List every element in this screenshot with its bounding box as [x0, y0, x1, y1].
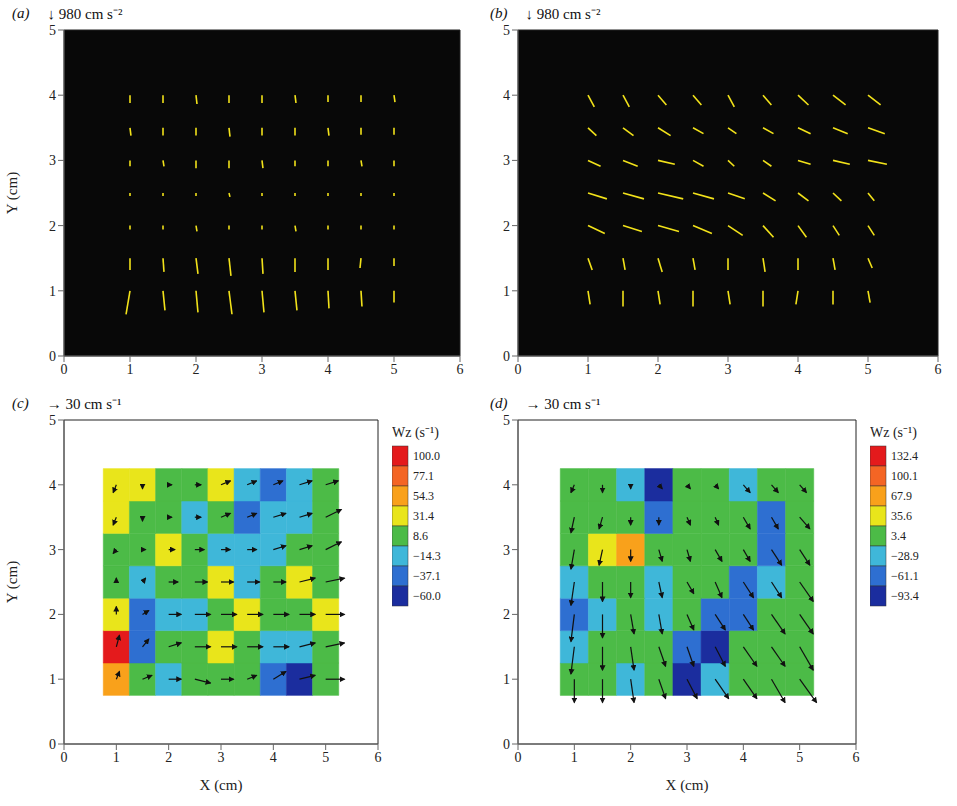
html-text:→ 30 cm s⁻¹: → 30 cm s⁻¹: [46, 396, 122, 412]
svg-text:4: 4: [740, 750, 747, 765]
svg-text:35.6: 35.6: [891, 509, 912, 523]
svg-text:8.6: 8.6: [413, 529, 428, 543]
svg-text:Wz (s⁻¹): Wz (s⁻¹): [870, 425, 917, 441]
svg-text:5: 5: [503, 24, 510, 38]
svg-text:Wz (s⁻¹): Wz (s⁻¹): [392, 425, 439, 441]
svg-text:2: 2: [165, 750, 172, 765]
svg-text:2: 2: [503, 607, 510, 622]
svg-text:4: 4: [270, 750, 277, 765]
svg-text:2: 2: [49, 607, 56, 622]
svg-text:4: 4: [795, 362, 802, 377]
svg-text:0: 0: [61, 750, 68, 765]
html-text:(c): (c): [12, 394, 29, 411]
svg-text:0: 0: [49, 737, 56, 752]
svg-text:X (cm): X (cm): [666, 777, 709, 794]
svg-text:5: 5: [503, 414, 510, 428]
svg-text:77.1: 77.1: [413, 469, 434, 483]
svg-text:0: 0: [49, 349, 56, 364]
svg-text:Y (cm): Y (cm): [4, 172, 21, 214]
svg-text:3: 3: [49, 543, 56, 558]
html-text:→ 30 cm s⁻¹: → 30 cm s⁻¹: [525, 396, 601, 412]
svg-text:31.4: 31.4: [413, 509, 434, 523]
svg-text:3: 3: [503, 153, 510, 168]
svg-text:1: 1: [503, 284, 510, 299]
svg-text:1: 1: [49, 284, 56, 299]
svg-text:4: 4: [49, 478, 56, 493]
svg-text:2: 2: [655, 362, 662, 377]
svg-text:132.4: 132.4: [891, 449, 918, 463]
svg-text:3: 3: [218, 750, 225, 765]
svg-text:1: 1: [49, 672, 56, 687]
html-text:(b): (b): [490, 4, 508, 21]
svg-text:−61.1: −61.1: [891, 569, 919, 583]
svg-text:3: 3: [725, 362, 732, 377]
svg-text:5: 5: [322, 750, 329, 765]
svg-text:5: 5: [865, 362, 872, 377]
svg-text:3: 3: [49, 153, 56, 168]
svg-text:2: 2: [49, 219, 56, 234]
svg-text:−14.3: −14.3: [413, 549, 441, 563]
html-text:↓ 980 cm s⁻²: ↓ 980 cm s⁻²: [47, 6, 123, 22]
svg-text:67.9: 67.9: [891, 489, 912, 503]
svg-text:5: 5: [391, 362, 398, 377]
svg-text:100.1: 100.1: [891, 469, 918, 483]
svg-text:6: 6: [457, 362, 464, 377]
svg-text:54.3: 54.3: [413, 489, 434, 503]
svg-text:0: 0: [503, 349, 510, 364]
svg-text:3: 3: [259, 362, 266, 377]
svg-text:2: 2: [503, 219, 510, 234]
svg-text:5: 5: [49, 414, 56, 428]
svg-text:1: 1: [585, 362, 592, 377]
svg-text:0: 0: [515, 750, 522, 765]
svg-text:100.0: 100.0: [413, 449, 440, 463]
svg-text:3: 3: [503, 543, 510, 558]
svg-text:4: 4: [325, 362, 332, 377]
svg-text:6: 6: [935, 362, 942, 377]
svg-text:2: 2: [627, 750, 634, 765]
svg-text:0: 0: [503, 737, 510, 752]
svg-text:−60.0: −60.0: [413, 589, 441, 603]
svg-text:4: 4: [49, 88, 56, 103]
svg-text:5: 5: [49, 24, 56, 38]
svg-text:3: 3: [684, 750, 691, 765]
svg-text:3.4: 3.4: [891, 529, 906, 543]
svg-text:0: 0: [515, 362, 522, 377]
svg-text:−93.4: −93.4: [891, 589, 919, 603]
html-text:↓ 980 cm s⁻²: ↓ 980 cm s⁻²: [525, 6, 601, 22]
svg-text:5: 5: [796, 750, 803, 765]
svg-text:X (cm): X (cm): [200, 777, 243, 794]
svg-text:6: 6: [853, 750, 860, 765]
svg-text:Y (cm): Y (cm): [4, 561, 21, 603]
svg-text:2: 2: [193, 362, 200, 377]
svg-text:6: 6: [375, 750, 382, 765]
svg-text:1: 1: [113, 750, 120, 765]
html-text:(a): (a): [12, 4, 30, 21]
svg-text:1: 1: [503, 672, 510, 687]
svg-text:−37.1: −37.1: [413, 569, 441, 583]
svg-text:1: 1: [571, 750, 578, 765]
html-text:(d): (d): [490, 394, 508, 411]
svg-text:1: 1: [127, 362, 134, 377]
svg-text:0: 0: [61, 362, 68, 377]
svg-text:4: 4: [503, 478, 510, 493]
svg-text:4: 4: [503, 88, 510, 103]
svg-text:−28.9: −28.9: [891, 549, 919, 563]
